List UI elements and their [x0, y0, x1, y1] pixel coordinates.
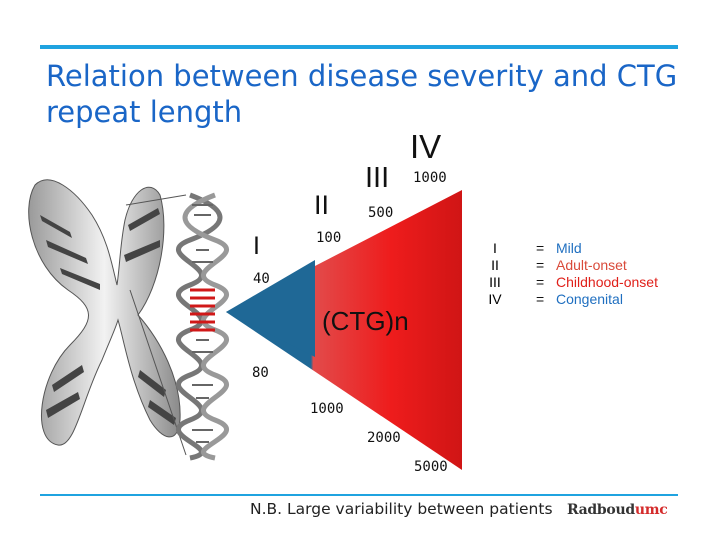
legend-severity-mild: Mild: [556, 240, 582, 256]
legend-severity-congenital: Congenital: [556, 291, 623, 307]
legend-severities: Mild Adult-onset Childhood-onset Congeni…: [556, 240, 658, 308]
brand-accent: umc: [634, 502, 668, 518]
zoom-line-top: [125, 194, 187, 206]
repeat-label-40: 40: [253, 271, 270, 287]
class-label-iv: IV: [410, 128, 442, 165]
legend-eq-3: =: [536, 274, 545, 290]
chromosome-illustration: [28, 179, 181, 446]
class-label-iii: III: [365, 162, 390, 194]
legend-severity-adult-onset: Adult-onset: [556, 257, 627, 273]
page-title: Relation between disease severity and CT…: [46, 59, 678, 129]
brand-logo: Radboudumc: [567, 502, 668, 518]
repeat-label-2000: 2000: [367, 430, 401, 446]
legend-eq-4: =: [536, 291, 545, 307]
legend-classes: I II III IV: [484, 240, 506, 308]
repeat-label-5000: 5000: [414, 459, 448, 475]
repeat-label-80: 80: [252, 365, 269, 381]
repeat-label-1000-bottom: 1000: [310, 401, 344, 417]
repeat-label-1000-top: 1000: [413, 170, 447, 186]
bottom-accent-line: [40, 494, 678, 496]
legend-class-iv: IV: [488, 291, 502, 307]
legend-class-iii: III: [489, 274, 501, 290]
ctg-expansion-wedge: [226, 190, 462, 470]
top-accent-line: [40, 45, 678, 49]
repeat-label-500: 500: [368, 205, 394, 221]
brand-main: Radboud: [567, 502, 635, 518]
class-label-ii: II: [314, 190, 330, 220]
class-label-i: I: [253, 232, 260, 260]
wedge-mild-segment: [226, 260, 315, 357]
dna-helix: [176, 192, 229, 461]
legend-severity-childhood-onset: Childhood-onset: [556, 274, 658, 290]
repeat-label-100: 100: [316, 230, 342, 246]
legend-class-ii: II: [491, 257, 499, 273]
footer-note: N.B. Large variability between patients: [250, 500, 553, 518]
legend-equals: = = = =: [536, 240, 544, 308]
legend-class-i: I: [493, 240, 497, 256]
legend-eq-1: =: [536, 240, 545, 256]
legend-eq-2: =: [536, 257, 545, 273]
ctg-repeat-label: (CTG)n: [322, 306, 409, 336]
